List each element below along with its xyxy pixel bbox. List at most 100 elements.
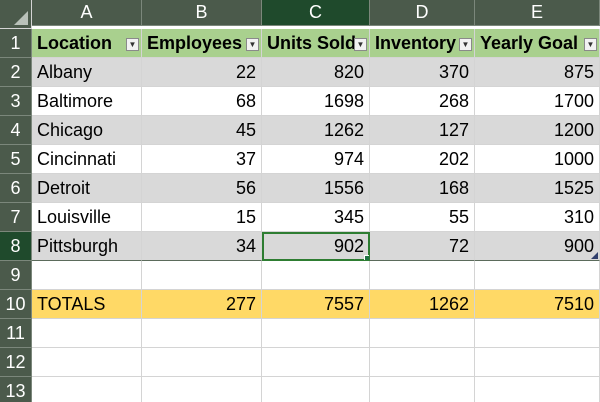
cell-location[interactable]: Cincinnati	[32, 145, 142, 174]
row-header-4[interactable]: 4	[0, 116, 32, 145]
cell-location[interactable]: Louisville	[32, 203, 142, 232]
column-header-b[interactable]: B	[142, 0, 262, 26]
cell-units-sold[interactable]: 1698	[262, 87, 370, 116]
cell-units-sold[interactable]: 1262	[262, 116, 370, 145]
active-cell-units-sold[interactable]: 902	[262, 232, 370, 261]
row-header-13[interactable]: 13	[0, 377, 32, 402]
header-label: Employees	[147, 33, 243, 53]
filter-dropdown-icon[interactable]: ▼	[246, 38, 259, 51]
column-header-c[interactable]: C	[262, 0, 370, 26]
table-header-location[interactable]: Location ▼	[32, 29, 142, 58]
cell-inventory[interactable]: 268	[370, 87, 475, 116]
empty-cell[interactable]	[475, 377, 600, 402]
cell-yearly-goal[interactable]: 1000	[475, 145, 600, 174]
cell-inventory[interactable]: 202	[370, 145, 475, 174]
header-label: Location	[37, 33, 112, 53]
empty-cell[interactable]	[370, 348, 475, 377]
row-header-8[interactable]: 8	[0, 232, 32, 261]
empty-cell[interactable]	[475, 261, 600, 290]
cell-location[interactable]: Detroit	[32, 174, 142, 203]
cell-employees[interactable]: 68	[142, 87, 262, 116]
empty-cell[interactable]	[370, 319, 475, 348]
empty-cell[interactable]	[262, 261, 370, 290]
empty-cell[interactable]	[262, 319, 370, 348]
cell-inventory[interactable]: 168	[370, 174, 475, 203]
row-header-7[interactable]: 7	[0, 203, 32, 232]
column-header-a[interactable]: A	[32, 0, 142, 26]
empty-cell[interactable]	[370, 261, 475, 290]
empty-cell[interactable]	[32, 348, 142, 377]
cell-employees[interactable]: 56	[142, 174, 262, 203]
cell-inventory[interactable]: 127	[370, 116, 475, 145]
cell-value: 900	[563, 236, 594, 256]
cell-employees[interactable]: 15	[142, 203, 262, 232]
cell-units-sold[interactable]: 345	[262, 203, 370, 232]
select-all-corner[interactable]	[0, 0, 32, 29]
total-yearly-goal[interactable]: 7510	[475, 290, 600, 319]
cell-inventory[interactable]: 55	[370, 203, 475, 232]
fill-handle[interactable]	[364, 255, 369, 260]
empty-cell[interactable]	[262, 348, 370, 377]
row-header-5[interactable]: 5	[0, 145, 32, 174]
cell-units-sold[interactable]: 820	[262, 58, 370, 87]
filter-dropdown-icon[interactable]: ▼	[354, 38, 367, 51]
table-header-yearly-goal[interactable]: Yearly Goal ▼	[475, 29, 600, 58]
cell-employees[interactable]: 22	[142, 58, 262, 87]
row-header-3[interactable]: 3	[0, 87, 32, 116]
table-header-employees[interactable]: Employees ▼	[142, 29, 262, 58]
total-units-sold[interactable]: 7557	[262, 290, 370, 319]
empty-cell[interactable]	[142, 377, 262, 402]
cell-location[interactable]: Albany	[32, 58, 142, 87]
header-label: Yearly Goal	[480, 33, 579, 53]
column-header-d[interactable]: D	[370, 0, 475, 26]
cell-employees[interactable]: 34	[142, 232, 262, 261]
cell-units-sold[interactable]: 1556	[262, 174, 370, 203]
empty-cell[interactable]	[142, 261, 262, 290]
cell-yearly-goal[interactable]: 1700	[475, 87, 600, 116]
select-all-icon	[14, 11, 28, 25]
cell-yearly-goal[interactable]: 900	[475, 232, 600, 261]
cell-employees[interactable]: 45	[142, 116, 262, 145]
header-label: Inventory	[375, 33, 457, 53]
header-label: Units Sold	[267, 33, 356, 53]
totals-label[interactable]: TOTALS	[32, 290, 142, 319]
cell-yearly-goal[interactable]: 875	[475, 58, 600, 87]
row-header-6[interactable]: 6	[0, 174, 32, 203]
row-header-2[interactable]: 2	[0, 58, 32, 87]
table-resize-handle-icon[interactable]	[591, 252, 598, 259]
row-header-9[interactable]: 9	[0, 261, 32, 290]
cell-units-sold[interactable]: 974	[262, 145, 370, 174]
empty-cell[interactable]	[475, 319, 600, 348]
table-header-inventory[interactable]: Inventory ▼	[370, 29, 475, 58]
cell-yearly-goal[interactable]: 1200	[475, 116, 600, 145]
row-header-1[interactable]: 1	[0, 29, 32, 58]
filter-dropdown-icon[interactable]: ▼	[126, 38, 139, 51]
empty-cell[interactable]	[142, 348, 262, 377]
cell-inventory[interactable]: 370	[370, 58, 475, 87]
column-header-e[interactable]: E	[475, 0, 600, 26]
cell-location[interactable]: Baltimore	[32, 87, 142, 116]
empty-cell[interactable]	[32, 377, 142, 402]
empty-cell[interactable]	[32, 261, 142, 290]
empty-cell[interactable]	[475, 348, 600, 377]
row-header-11[interactable]: 11	[0, 319, 32, 348]
row-header-12[interactable]: 12	[0, 348, 32, 377]
cell-yearly-goal[interactable]: 310	[475, 203, 600, 232]
total-employees[interactable]: 277	[142, 290, 262, 319]
cell-employees[interactable]: 37	[142, 145, 262, 174]
total-inventory[interactable]: 1262	[370, 290, 475, 319]
row-header-10[interactable]: 10	[0, 290, 32, 319]
empty-cell[interactable]	[370, 377, 475, 402]
filter-dropdown-icon[interactable]: ▼	[584, 38, 597, 51]
filter-dropdown-icon[interactable]: ▼	[459, 38, 472, 51]
cell-location[interactable]: Chicago	[32, 116, 142, 145]
empty-cell[interactable]	[262, 377, 370, 402]
cell-inventory[interactable]: 72	[370, 232, 475, 261]
empty-cell[interactable]	[32, 319, 142, 348]
cell-location[interactable]: Pittsburgh	[32, 232, 142, 261]
cell-yearly-goal[interactable]: 1525	[475, 174, 600, 203]
empty-cell[interactable]	[142, 319, 262, 348]
table-header-units-sold[interactable]: Units Sold ▼	[262, 29, 370, 58]
